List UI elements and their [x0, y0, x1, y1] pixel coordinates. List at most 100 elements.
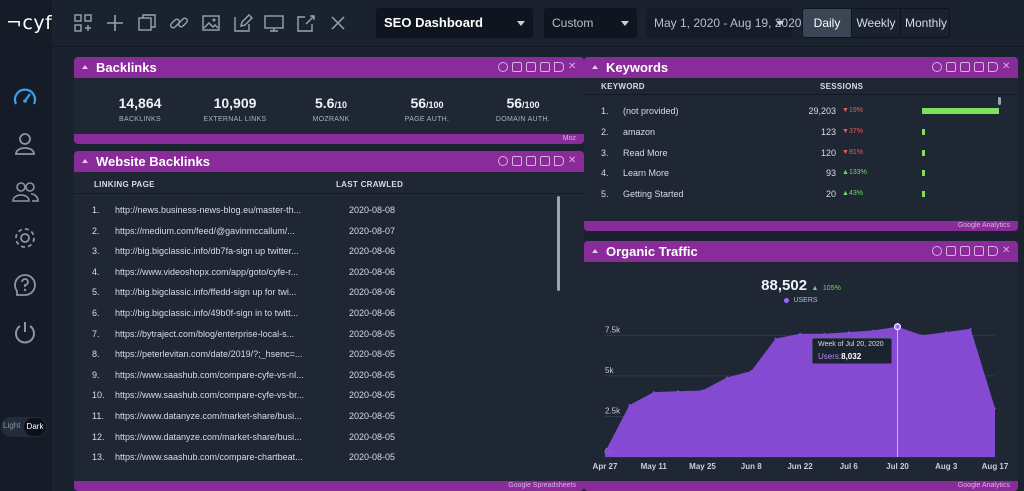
widget-header[interactable]: Keywords ✕: [584, 57, 1018, 78]
table-row[interactable]: 7. https://bytraject.com/blog/enterprise-…: [74, 329, 584, 350]
linking-page-link[interactable]: https://www.saashub.com/compare-cyfe-vs-…: [115, 369, 304, 380]
cyfe-logo[interactable]: ¬cyfe: [6, 12, 65, 34]
table-row[interactable]: 9. https://www.saashub.com/compare-cyfe-v…: [74, 370, 584, 391]
table-row[interactable]: 4. https://www.videoshopx.com/app/goto/cy…: [74, 267, 584, 288]
column-header-sessions[interactable]: SESSIONS: [820, 82, 864, 91]
speedometer-icon[interactable]: [11, 84, 39, 112]
column-header-keyword[interactable]: KEYWORD: [601, 82, 645, 91]
flag-icon[interactable]: [960, 246, 970, 256]
collapse-icon[interactable]: [592, 249, 598, 253]
table-row[interactable]: 1. (not provided) 29,203 ▼19%: [584, 106, 1018, 127]
linking-page-link[interactable]: https://bytraject.com/blog/enterprise-lo…: [115, 328, 295, 339]
move-icon[interactable]: [988, 62, 998, 72]
linking-page-link[interactable]: http://big.bigclassic.info/49b0f-sign in…: [115, 308, 299, 318]
copy-icon[interactable]: [974, 246, 984, 256]
table-row[interactable]: 13. https://www.saashub.com/compare-chart…: [74, 452, 584, 473]
table-row[interactable]: 11. https://www.datanyze.com/market-share…: [74, 411, 584, 432]
widget-header[interactable]: Backlinks ✕: [74, 57, 584, 78]
help-icon[interactable]: [11, 271, 39, 299]
alert-icon[interactable]: [946, 246, 956, 256]
range-select[interactable]: Custom: [544, 8, 637, 38]
linking-page-link[interactable]: https://www.videoshopx.com/app/goto/cyfe…: [115, 266, 299, 277]
settings-icon[interactable]: [498, 156, 508, 166]
link-icon[interactable]: [168, 12, 190, 34]
period-toggle: Daily Weekly Monthly: [802, 8, 950, 38]
table-row[interactable]: 12. https://www.datanyze.com/market-share…: [74, 432, 584, 453]
alert-icon[interactable]: [946, 62, 956, 72]
table-row[interactable]: 5. Getting Started 20 ▲43%: [584, 189, 1018, 210]
table-row[interactable]: 4. Learn More 93 ▲133%: [584, 168, 1018, 189]
table-row[interactable]: 5. http://big.bigclassic.info/ffedd-sign …: [74, 287, 584, 308]
period-monthly-button[interactable]: Monthly: [904, 16, 948, 30]
move-icon[interactable]: [554, 156, 564, 166]
chevron-down-icon: [517, 21, 525, 26]
linking-page-link[interactable]: https://www.saashub.com/compare-cyfe-vs-…: [115, 390, 305, 401]
copy-icon[interactable]: [540, 62, 550, 72]
close-widget-icon[interactable]: ✕: [568, 61, 577, 72]
close-widget-icon[interactable]: ✕: [568, 155, 577, 166]
copy-icon[interactable]: [974, 62, 984, 72]
table-row[interactable]: 2. https://medium.com/feed/@gavinmccallum…: [74, 226, 584, 247]
column-header-last-crawled[interactable]: LAST CRAWLED: [336, 180, 404, 189]
scrollbar-thumb[interactable]: [998, 97, 1001, 105]
settings-icon[interactable]: [932, 246, 942, 256]
linking-page-link[interactable]: https://peterlevitan.com/date/2019/?;_hs…: [115, 349, 303, 360]
move-icon[interactable]: [554, 62, 564, 72]
gear-icon[interactable]: [11, 224, 39, 252]
table-row[interactable]: 6. http://big.bigclassic.info/49b0f-sign …: [74, 308, 584, 329]
copy-icon[interactable]: [540, 156, 550, 166]
table-row[interactable]: 3. Read More 120 ▼81%: [584, 148, 1018, 169]
duplicate-icon[interactable]: [136, 12, 158, 34]
alert-icon[interactable]: [512, 156, 522, 166]
tv-icon[interactable]: [263, 12, 285, 34]
table-row[interactable]: 1. http://news.business-news-blog.eu/mast…: [74, 205, 584, 226]
linking-page-link[interactable]: http://big.bigclassic.info/ffedd-sign up…: [115, 287, 297, 298]
flag-icon[interactable]: [526, 156, 536, 166]
linking-page-link[interactable]: http://news.business-news-blog.eu/master…: [115, 205, 302, 215]
table-row[interactable]: 10. https://www.saashub.com/compare-cyfe-…: [74, 390, 584, 411]
close-widget-icon[interactable]: ✕: [1002, 245, 1011, 256]
users-icon[interactable]: [11, 178, 39, 206]
column-header-linking-page[interactable]: LINKING PAGE: [94, 180, 155, 189]
settings-icon[interactable]: [932, 62, 942, 72]
add-widget-icon[interactable]: [72, 12, 94, 34]
chart-legend[interactable]: USERS: [584, 297, 1018, 304]
table-row[interactable]: 3. http://big.bigclassic.info/db7fa-sign …: [74, 246, 584, 267]
table-row[interactable]: 2. amazon 123 ▼37%: [584, 127, 1018, 148]
dashboard-select[interactable]: SEO Dashboard: [376, 8, 533, 38]
theme-toggle[interactable]: Light Dark: [1, 417, 47, 437]
share-icon[interactable]: [295, 12, 317, 34]
linking-page-link[interactable]: https://www.datanyze.com/market-share/bu…: [115, 411, 302, 421]
linking-page-link[interactable]: https://medium.com/feed/@gavinmccallum/.…: [115, 225, 295, 236]
image-icon[interactable]: [200, 12, 222, 34]
user-icon[interactable]: [11, 130, 39, 158]
close-widget-icon[interactable]: ✕: [1002, 61, 1011, 72]
theme-dark-option[interactable]: Dark: [24, 418, 46, 436]
add-icon[interactable]: [104, 12, 126, 34]
settings-icon[interactable]: [498, 62, 508, 72]
linking-page-link[interactable]: https://www.datanyze.com/market-share/bu…: [115, 431, 302, 442]
power-icon[interactable]: [11, 319, 39, 347]
collapse-icon[interactable]: [82, 65, 88, 69]
move-icon[interactable]: [988, 246, 998, 256]
date-range-picker[interactable]: May 1, 2020 - Aug 19, 2020: [646, 8, 801, 38]
period-weekly-button[interactable]: Weekly: [852, 9, 901, 37]
scrollbar-thumb[interactable]: [557, 196, 560, 291]
edit-icon[interactable]: [232, 12, 254, 34]
collapse-icon[interactable]: [592, 65, 598, 69]
flag-icon[interactable]: [960, 62, 970, 72]
theme-light-option[interactable]: Light: [3, 421, 21, 430]
widget-header[interactable]: Website Backlinks ✕: [74, 151, 584, 172]
table-row[interactable]: 8. https://peterlevitan.com/date/2019/?;_…: [74, 349, 584, 370]
close-icon[interactable]: [327, 12, 349, 34]
metric-page-auth: 56/100 PAGE AUTH.: [377, 95, 477, 123]
widget-header[interactable]: Organic Traffic ✕: [584, 241, 1018, 262]
period-daily-button[interactable]: Daily: [803, 9, 852, 37]
alert-icon[interactable]: [512, 62, 522, 72]
collapse-icon[interactable]: [82, 159, 88, 163]
linking-page-link[interactable]: https://www.saashub.com/compare-chartbea…: [115, 452, 303, 463]
flag-icon[interactable]: [526, 62, 536, 72]
linking-page-link[interactable]: http://big.bigclassic.info/db7fa-sign up…: [115, 246, 299, 257]
row-index: 9.: [92, 369, 100, 380]
